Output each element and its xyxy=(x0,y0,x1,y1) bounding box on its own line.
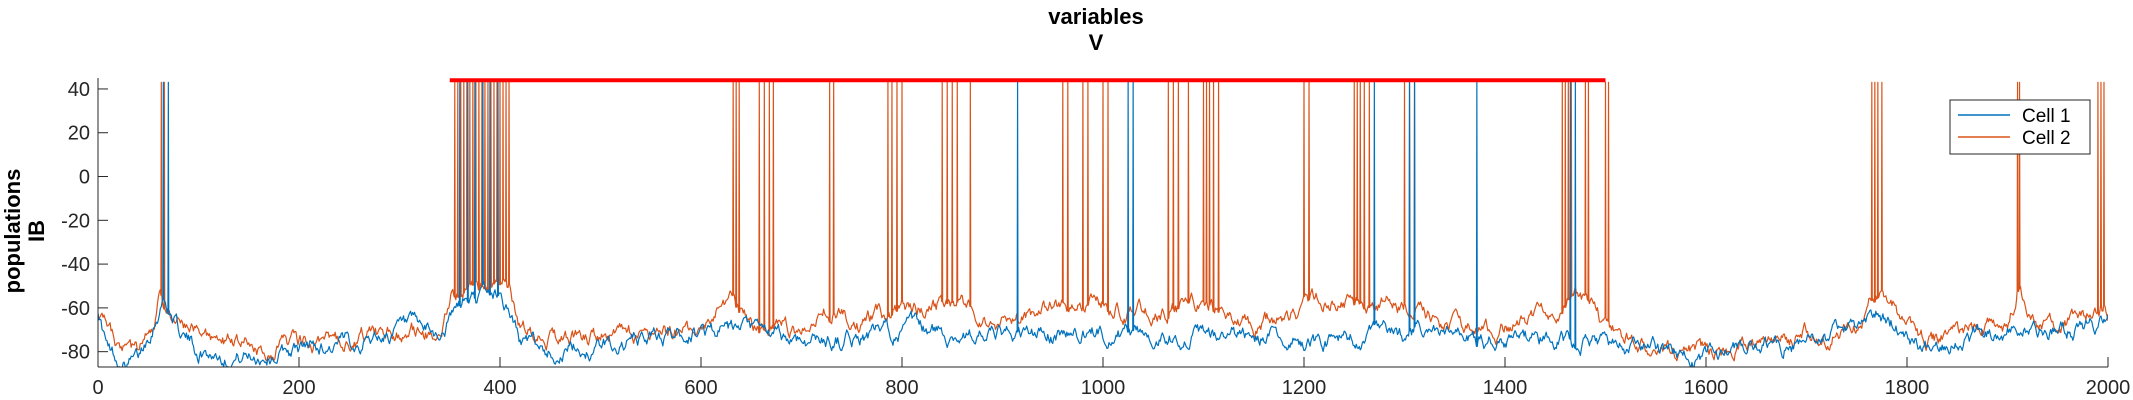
x-tick-label: 800 xyxy=(885,377,918,399)
y-label-ib: IB xyxy=(24,220,49,242)
series-layer xyxy=(98,81,2108,367)
axes: 0 200 400 600 800 1000 1200 1400 1600 1800 2000-80… xyxy=(61,78,2130,399)
x-tick-label: 1200 xyxy=(1282,377,1327,399)
y-tick-label: -60 xyxy=(61,298,90,320)
title-line-v: V xyxy=(1089,30,1104,55)
legend-box xyxy=(1949,99,2091,155)
x-tick-label: 1600 xyxy=(1684,377,1729,399)
y-label-populations: populations xyxy=(0,169,25,294)
y-tick-label: -20 xyxy=(61,210,90,232)
legend-label: Cell 2 xyxy=(2022,128,2071,149)
series-line-cell-2 xyxy=(98,81,2108,362)
y-tick-label: -80 xyxy=(61,342,90,364)
x-tick-label: 2000 xyxy=(2086,377,2131,399)
x-tick-label: 1000 xyxy=(1081,377,1126,399)
x-tick-label: 1400 xyxy=(1483,377,1528,399)
y-tick-label: 40 xyxy=(68,79,90,101)
y-tick-label: 0 xyxy=(79,167,90,189)
x-tick-label: 400 xyxy=(483,377,516,399)
x-tick-label: 600 xyxy=(684,377,717,399)
chart-title: variables V xyxy=(1048,4,1143,55)
x-tick-label: 1800 xyxy=(1885,377,1930,399)
x-tick-label: 0 xyxy=(92,377,103,399)
title-line-variables: variables xyxy=(1048,4,1143,29)
series-line-cell-1 xyxy=(98,81,2108,367)
x-tick-label: 200 xyxy=(282,377,315,399)
y-tick-label: -40 xyxy=(61,254,90,276)
y-tick-label: 20 xyxy=(68,123,90,145)
y-axis-label: populations IB xyxy=(0,169,49,294)
legend-label: Cell 1 xyxy=(2022,106,2071,127)
plot-area xyxy=(98,78,2108,367)
